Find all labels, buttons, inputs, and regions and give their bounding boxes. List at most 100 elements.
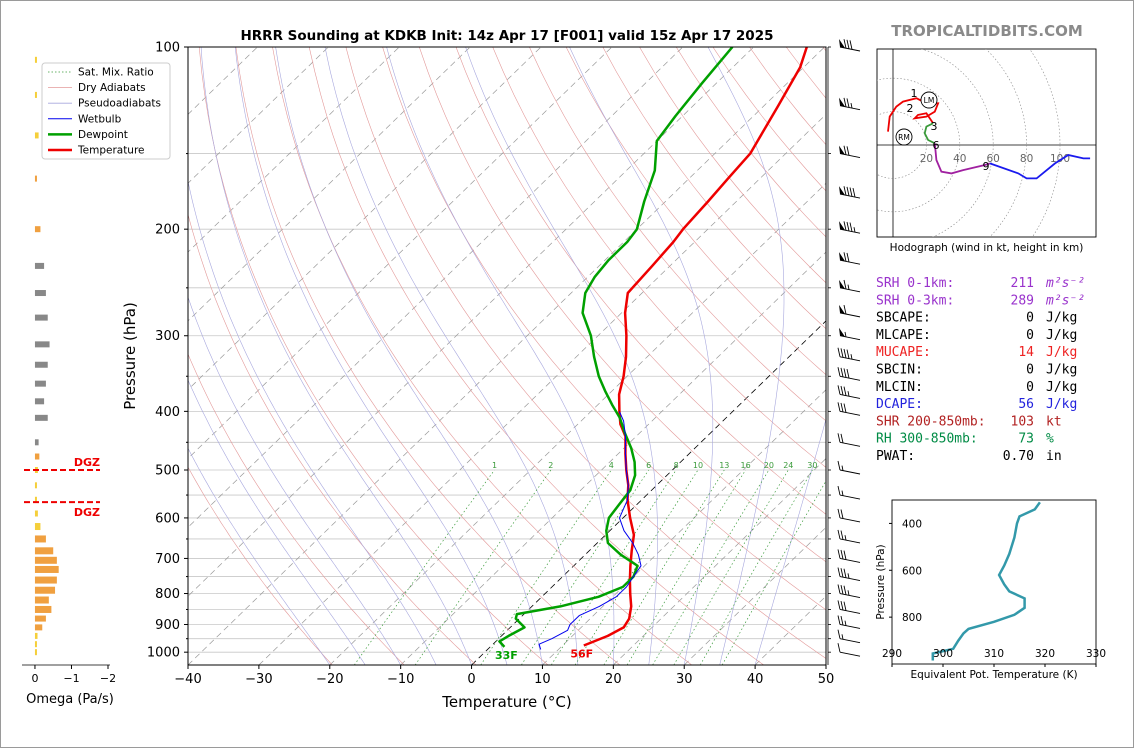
x-tick-label: 10 (534, 672, 551, 687)
pseudoadiabat-line (569, 47, 714, 665)
wind-barb-staff (839, 410, 861, 416)
parameter-label: RH 300-850mb: (876, 432, 978, 447)
pseudoadiabat-line (188, 179, 437, 665)
skewt-legend: Sat. Mix. Ratio Dry Adiabats Pseudoadiabat… (41, 62, 171, 160)
theta-e-x-tick-label: 320 (1035, 648, 1055, 660)
wind-barb-staff (839, 335, 861, 341)
pseudoadiabat-line (324, 47, 579, 665)
omega-bar (34, 547, 54, 555)
legend-label: Pseudoadiabats (78, 98, 161, 110)
theta-e-panel: 290 300 310 320 330 400 600 800 Equivalent Pot. … (875, 499, 1106, 681)
omega-bar (34, 262, 45, 269)
dry-adiabat-line (345, 47, 826, 659)
omega-bar (34, 641, 37, 648)
parameter-value: 73 (1018, 432, 1034, 447)
y-axis-label: Pressure (hPa) (121, 302, 139, 410)
wind-barb (839, 252, 861, 265)
omega-bar (34, 314, 48, 321)
wind-barb-feather (840, 509, 844, 519)
omega-bar (34, 496, 37, 503)
parameter-label: DCAPE: (876, 397, 923, 412)
parameters-panel: SRH 0-1km: 211 m²s⁻² SRH 0-3km: 289 m²s⁻² SBCA… (876, 276, 1085, 464)
wind-barb-feather (846, 221, 850, 232)
wind-barb (837, 508, 861, 523)
omega-bar (34, 132, 39, 139)
wind-barb-feather (843, 601, 847, 611)
wind-barb-feather (837, 367, 841, 377)
y-tick-label: 600 (155, 511, 180, 526)
storm-motion-label: RM (898, 133, 910, 142)
hodograph-ring (877, 111, 927, 179)
wind-barb-flag (839, 186, 845, 196)
wind-barb-half-feather (844, 331, 847, 338)
omega-x-label: Omega (Pa/s) (26, 692, 114, 707)
wind-barb-staff (839, 287, 861, 293)
wind-barb-feather (840, 530, 844, 540)
wind-barb (837, 529, 861, 544)
wind-barb-feather (846, 186, 850, 196)
wind-barb-feather (837, 584, 841, 594)
dry-adiabat-line (382, 47, 826, 611)
wind-barb-feather (846, 252, 850, 263)
wind-barb-half-feather (844, 620, 847, 626)
y-tick-label: 800 (155, 587, 180, 602)
legend-label: Wetbulb (78, 113, 122, 125)
y-tick-label: 200 (155, 223, 180, 238)
parameter-unit: J/kg (1046, 380, 1077, 395)
dry-adiabat-line (272, 47, 692, 665)
omega-bar (34, 175, 37, 182)
omega-bar (34, 632, 38, 639)
wind-barb-staff (839, 593, 861, 598)
skewt-axes-frame (187, 46, 827, 666)
omega-bar (34, 91, 37, 98)
theta-e-x-tick-label: 330 (1086, 648, 1106, 660)
wind-barb-feather (843, 221, 847, 231)
wind-barb-feather (843, 348, 847, 359)
wind-barb-staff (839, 46, 861, 52)
omega-bar (34, 565, 59, 573)
pseudoadiabat-line (275, 47, 543, 665)
wind-barb-half-feather (850, 102, 853, 109)
x-tick-label: 30 (676, 672, 693, 687)
pseudoadiabat-line (188, 296, 401, 665)
wind-barb-feather (849, 40, 853, 50)
brand-watermark: TROPICALTIDBITS.COM (891, 22, 1083, 40)
hodograph-panel: 20 40 60 80 100 1 2 3 6 9 LM RM Hodograph (wind in k… (876, 48, 1097, 254)
parameter-unit: kt (1046, 414, 1062, 429)
parameter-unit: J/kg (1046, 397, 1077, 412)
storm-motion-marker (895, 128, 913, 146)
wind-barb-feather (840, 549, 844, 560)
wind-barb (837, 615, 861, 629)
y-tick-label: 700 (155, 552, 180, 567)
wind-barb-feather (840, 348, 844, 358)
hodograph-height-label: 2 (907, 102, 914, 115)
wind-barb-staff (839, 193, 861, 199)
mixing-ratio-line (551, 469, 677, 665)
wind-barb-flag (839, 97, 845, 107)
dry-adiabat-line (235, 47, 621, 665)
wind-barb-feather (843, 39, 847, 49)
pseudoadiabat-line (465, 47, 658, 665)
wind-barb-staff (839, 153, 861, 159)
wind-barb-feather (840, 600, 844, 611)
parameter-unit: m²s⁻² (1045, 293, 1085, 308)
omega-bar (34, 56, 37, 63)
wind-barb-feather (843, 550, 847, 560)
hodograph-ring-label: 100 (1050, 153, 1070, 165)
wind-barb (837, 367, 861, 381)
wind-barb-feather (837, 402, 841, 412)
wind-barb-feather (846, 146, 850, 156)
x-tick-label: −20 (316, 672, 343, 687)
wind-barb-feather (840, 385, 844, 396)
parameter-value: 0 (1026, 380, 1034, 395)
dry-adiabat-line (565, 47, 826, 376)
wind-barb (837, 485, 861, 500)
omega-bar (34, 649, 37, 656)
wind-barb-flag (839, 39, 845, 48)
wind-barb-feather (849, 187, 853, 197)
omega-bar (34, 453, 40, 460)
hodograph-segment (933, 143, 991, 175)
isotherm-line (188, 47, 542, 391)
parameter-label: SBCIN: (876, 363, 923, 378)
wind-barb-staff (839, 576, 861, 582)
